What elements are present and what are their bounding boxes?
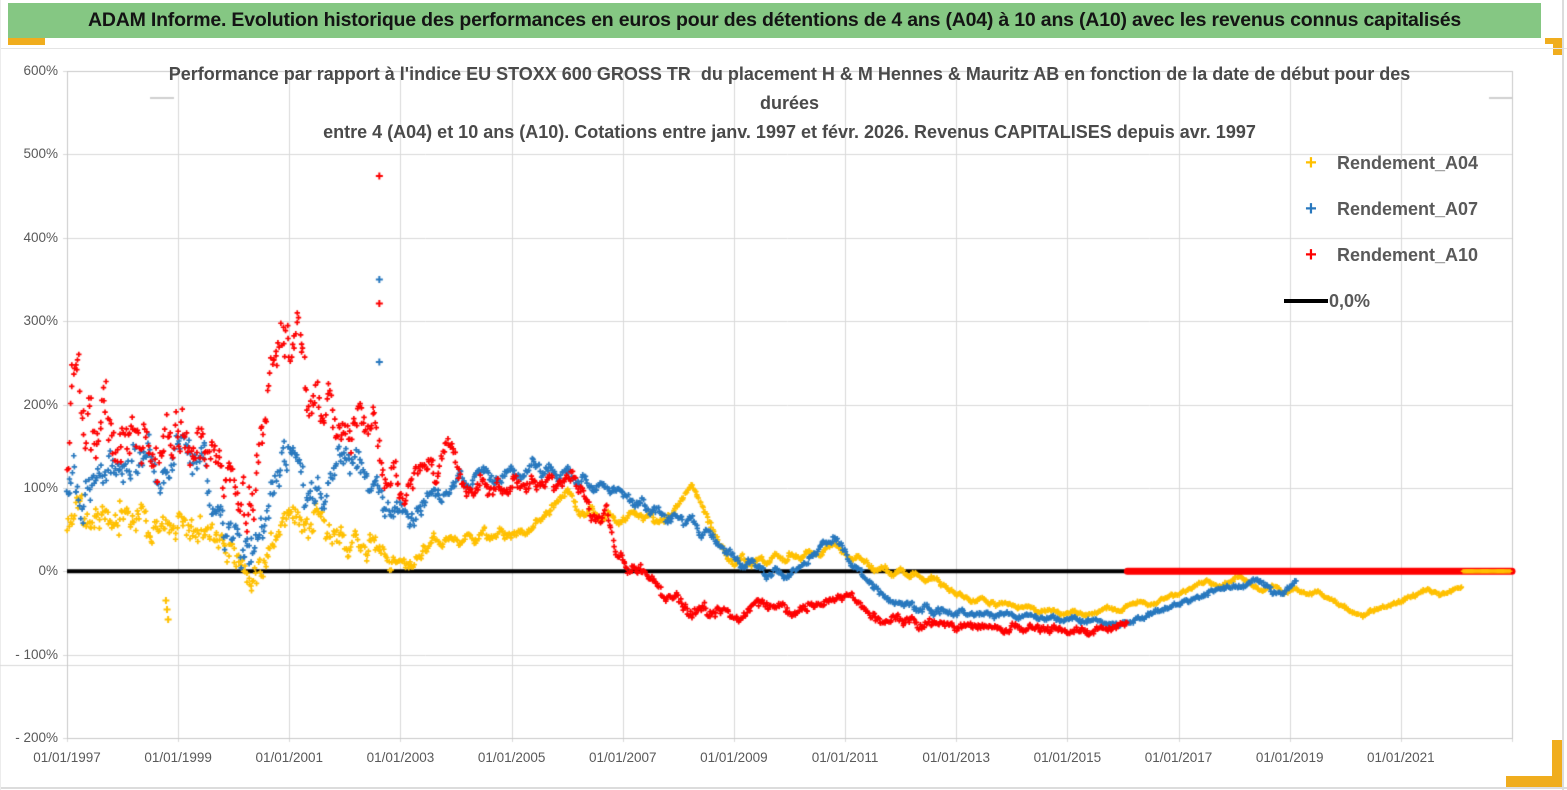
y-tick-label: 100% bbox=[23, 479, 58, 495]
header-title: ADAM Informe. Evolution historique des p… bbox=[87, 9, 1462, 31]
x-tick-label: 01/01/2011 bbox=[811, 750, 879, 765]
x-tick-label: 01/01/2007 bbox=[588, 750, 657, 765]
plus-marker-icon: + bbox=[1305, 244, 1317, 266]
chart-legend: + Rendement_A04 + Rendement_A07 + Rendement_A… bbox=[1284, 140, 1524, 324]
legend-label: 0,0% bbox=[1329, 290, 1371, 311]
y-tick-label: 0% bbox=[38, 563, 58, 579]
legend-item-0-0-: 0,0% bbox=[1284, 278, 1524, 324]
y-tick-label: 400% bbox=[23, 229, 58, 245]
chart-title-line-2: durées bbox=[759, 93, 820, 113]
plus-marker-icon: + bbox=[1305, 152, 1317, 174]
legend-label: Rendement_A04 bbox=[1337, 152, 1479, 173]
chart-title: Performance par rapport à l'indice EU ST… bbox=[67, 60, 1512, 147]
x-tick-label: 01/01/2021 bbox=[1367, 750, 1435, 765]
x-tick-label: 01/01/2019 bbox=[1255, 750, 1324, 765]
x-tick-label: 01/01/2013 bbox=[922, 750, 990, 765]
legend-item-rendement-a10: + Rendement_A10 bbox=[1294, 232, 1524, 278]
y-tick-label: 300% bbox=[23, 313, 58, 329]
chart-plot-area bbox=[0, 48, 1567, 790]
x-tick-label: 01/01/2015 bbox=[1033, 750, 1102, 765]
y-tick-label: 500% bbox=[23, 146, 58, 162]
x-tick-label: 01/01/1997 bbox=[33, 750, 101, 765]
y-tick-label: 200% bbox=[23, 396, 58, 412]
accent-mark-top-left bbox=[8, 38, 45, 45]
x-tick-label: 01/01/1999 bbox=[144, 750, 212, 765]
x-tick-label: 01/01/2009 bbox=[700, 750, 768, 765]
line-marker-icon bbox=[1284, 299, 1328, 303]
x-tick-label: 01/01/2003 bbox=[366, 750, 435, 765]
legend-label: Rendement_A07 bbox=[1337, 198, 1479, 219]
legend-label: Rendement_A10 bbox=[1337, 244, 1479, 265]
accent-mark-top-right-v bbox=[1553, 38, 1562, 55]
header-bar: ADAM Informe. Evolution historique des p… bbox=[8, 3, 1541, 38]
y-tick-label: - 100% bbox=[15, 646, 58, 662]
y-tick-label: 600% bbox=[23, 63, 58, 78]
chart-title-line-3: entre 4 (A04) et 10 ans (A10). Cotations… bbox=[323, 122, 1256, 142]
legend-item-rendement-a04: + Rendement_A04 bbox=[1294, 140, 1524, 186]
plus-marker-icon: + bbox=[1305, 198, 1317, 220]
y-axis-labels: 600% 500% 400% 300% 200% 100% 0% - 100% - 200% bbox=[0, 48, 58, 790]
x-tick-label: 01/01/2001 bbox=[255, 750, 324, 765]
chart-title-line-1: Performance par rapport à l'indice EU ST… bbox=[168, 64, 1411, 84]
x-tick-label: 01/01/2017 bbox=[1144, 750, 1213, 765]
legend-item-rendement-a07: + Rendement_A07 bbox=[1294, 186, 1524, 232]
y-tick-label: - 200% bbox=[15, 730, 58, 745]
x-tick-label: 01/01/2005 bbox=[477, 750, 546, 765]
performance-chart: Performance par rapport à l'indice EU ST… bbox=[0, 48, 1567, 790]
